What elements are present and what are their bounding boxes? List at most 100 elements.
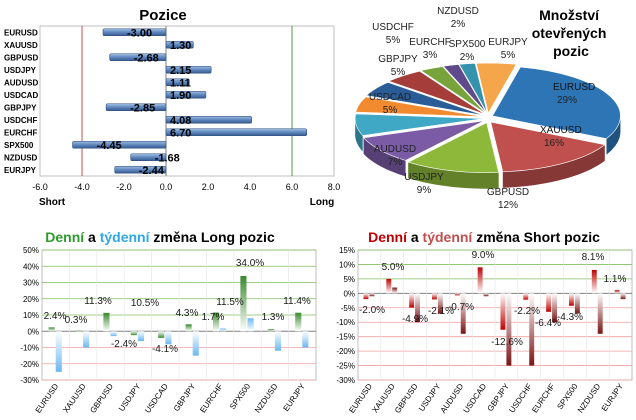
y-tick-label: -10% <box>336 318 355 327</box>
pie-slice-value: 5% <box>386 35 401 46</box>
pie-slice-value: 9% <box>417 185 432 196</box>
change-bar <box>55 331 62 372</box>
pie-slice-label: NZDUSD <box>437 6 479 17</box>
pie-slice <box>490 121 606 173</box>
change-value-label: 2.4% <box>44 311 67 322</box>
pie-slice <box>388 70 486 115</box>
change-value-label: 1.3% <box>262 312 285 323</box>
pie-slice-label: GBPJPY <box>378 54 418 65</box>
category-label: USDCAD <box>143 382 170 415</box>
category-label: EURCHF <box>530 382 557 415</box>
long-changes-chart: Denní a týdenní změna Long pozic 50% 40% 3… <box>20 229 317 415</box>
position-value-label: -2.68 <box>134 52 159 64</box>
pie-slice <box>442 64 487 114</box>
pie-slice-label: AUDUSD <box>374 144 416 155</box>
change-bar <box>165 331 172 345</box>
change-value-label: -2.2% <box>514 306 540 317</box>
pie-slice-label: EURJPY <box>488 37 528 48</box>
pie-slice <box>458 63 488 114</box>
pie-slice-side <box>502 144 605 188</box>
pie-title-line-1: Množství <box>539 7 600 23</box>
position-bar <box>165 65 212 74</box>
position-value-label: -4.45 <box>97 140 122 152</box>
pie-slice-label: XAUUSD <box>540 125 582 136</box>
change-bar <box>103 312 110 332</box>
position-bar <box>165 90 207 99</box>
category-label: XAUUSD <box>4 41 38 50</box>
category-label: NZDUSD <box>576 382 603 415</box>
change-bar <box>614 290 620 294</box>
y-tick-label: -5% <box>341 304 355 313</box>
long-title-part-3: týdenní <box>100 229 151 245</box>
x-tick-label: 0.0 <box>160 182 173 192</box>
change-value-label: -2.4% <box>111 339 137 350</box>
change-value-label: 9.0% <box>472 250 495 261</box>
category-label: GBPJPY <box>172 381 198 413</box>
position-bar <box>165 115 252 124</box>
category-label: GBPUSD <box>4 53 38 62</box>
x-tick-label: -2.0 <box>116 182 132 192</box>
y-tick-label: 30% <box>23 279 39 288</box>
change-bar <box>83 331 90 348</box>
position-bar <box>165 40 194 49</box>
pie-slice-side <box>355 117 363 152</box>
category-label: EURJPY <box>600 381 626 413</box>
category-label: AUDUSD <box>4 78 38 87</box>
pie-slice-value: 16% <box>544 138 564 149</box>
change-bar <box>48 327 55 332</box>
pie-slice <box>362 120 485 161</box>
pie-slice-value: 29% <box>557 95 577 106</box>
short-title-part-3: týdenní <box>423 229 474 245</box>
change-bar <box>295 312 302 332</box>
change-bar <box>529 293 535 366</box>
pie-slice <box>407 122 500 173</box>
y-tick-label: 20% <box>23 295 39 304</box>
pie-title: Množství otevřených pozic <box>532 7 611 59</box>
y-tick-label: -15% <box>336 333 355 342</box>
category-label: USDCAD <box>461 382 488 415</box>
pie-slice-value: 5% <box>383 105 398 116</box>
change-bar <box>158 331 165 338</box>
x-tick-label: 2.0 <box>202 182 215 192</box>
change-bar <box>454 293 460 296</box>
pie-slice <box>365 81 484 116</box>
change-bar <box>212 312 220 332</box>
pie-slice-label: GBPUSD <box>487 187 529 198</box>
x-tick-label: 4.0 <box>244 182 257 192</box>
change-value-label: -6.4% <box>535 318 561 329</box>
position-value-label: -3.00 <box>127 27 152 39</box>
position-bar <box>109 53 167 62</box>
pie-slice-label: USDJPY <box>404 172 444 183</box>
change-value-label: -0.7% <box>448 302 474 313</box>
short-title-part-4: změna Short pozic <box>472 229 600 245</box>
pie-slice-value: 2% <box>460 52 475 63</box>
category-label: EURCHF <box>4 128 37 137</box>
change-bar <box>392 287 398 294</box>
x-tick-label: -6.0 <box>32 182 48 192</box>
change-bar <box>506 293 512 366</box>
category-label: EURCHF <box>198 382 225 415</box>
change-value-label: 4.3% <box>176 308 199 319</box>
change-bar <box>137 331 145 341</box>
y-tick-label: -20% <box>336 347 355 356</box>
change-bar <box>460 293 466 334</box>
pie-slice <box>355 96 484 118</box>
pie-slice-side <box>408 162 499 189</box>
pie-slice-value: 5% <box>501 50 516 61</box>
change-bar <box>185 324 192 332</box>
pie-slice <box>491 66 621 139</box>
position-value-label: 1.30 <box>170 40 191 52</box>
x-tick-label: 8.0 <box>328 182 341 192</box>
category-label: NZDUSD <box>4 153 38 162</box>
change-bar <box>386 278 392 294</box>
pie-slice-value: 12% <box>498 200 518 211</box>
position-bar <box>114 165 167 174</box>
position-bar <box>130 153 167 162</box>
change-bar <box>591 269 597 294</box>
change-bar <box>75 330 83 332</box>
y-tick-label: -20% <box>20 360 39 369</box>
change-bar <box>597 293 603 334</box>
category-label: SPX500 <box>228 382 253 412</box>
pie-title-line-3: pozic <box>553 43 589 59</box>
change-bar <box>274 331 282 351</box>
